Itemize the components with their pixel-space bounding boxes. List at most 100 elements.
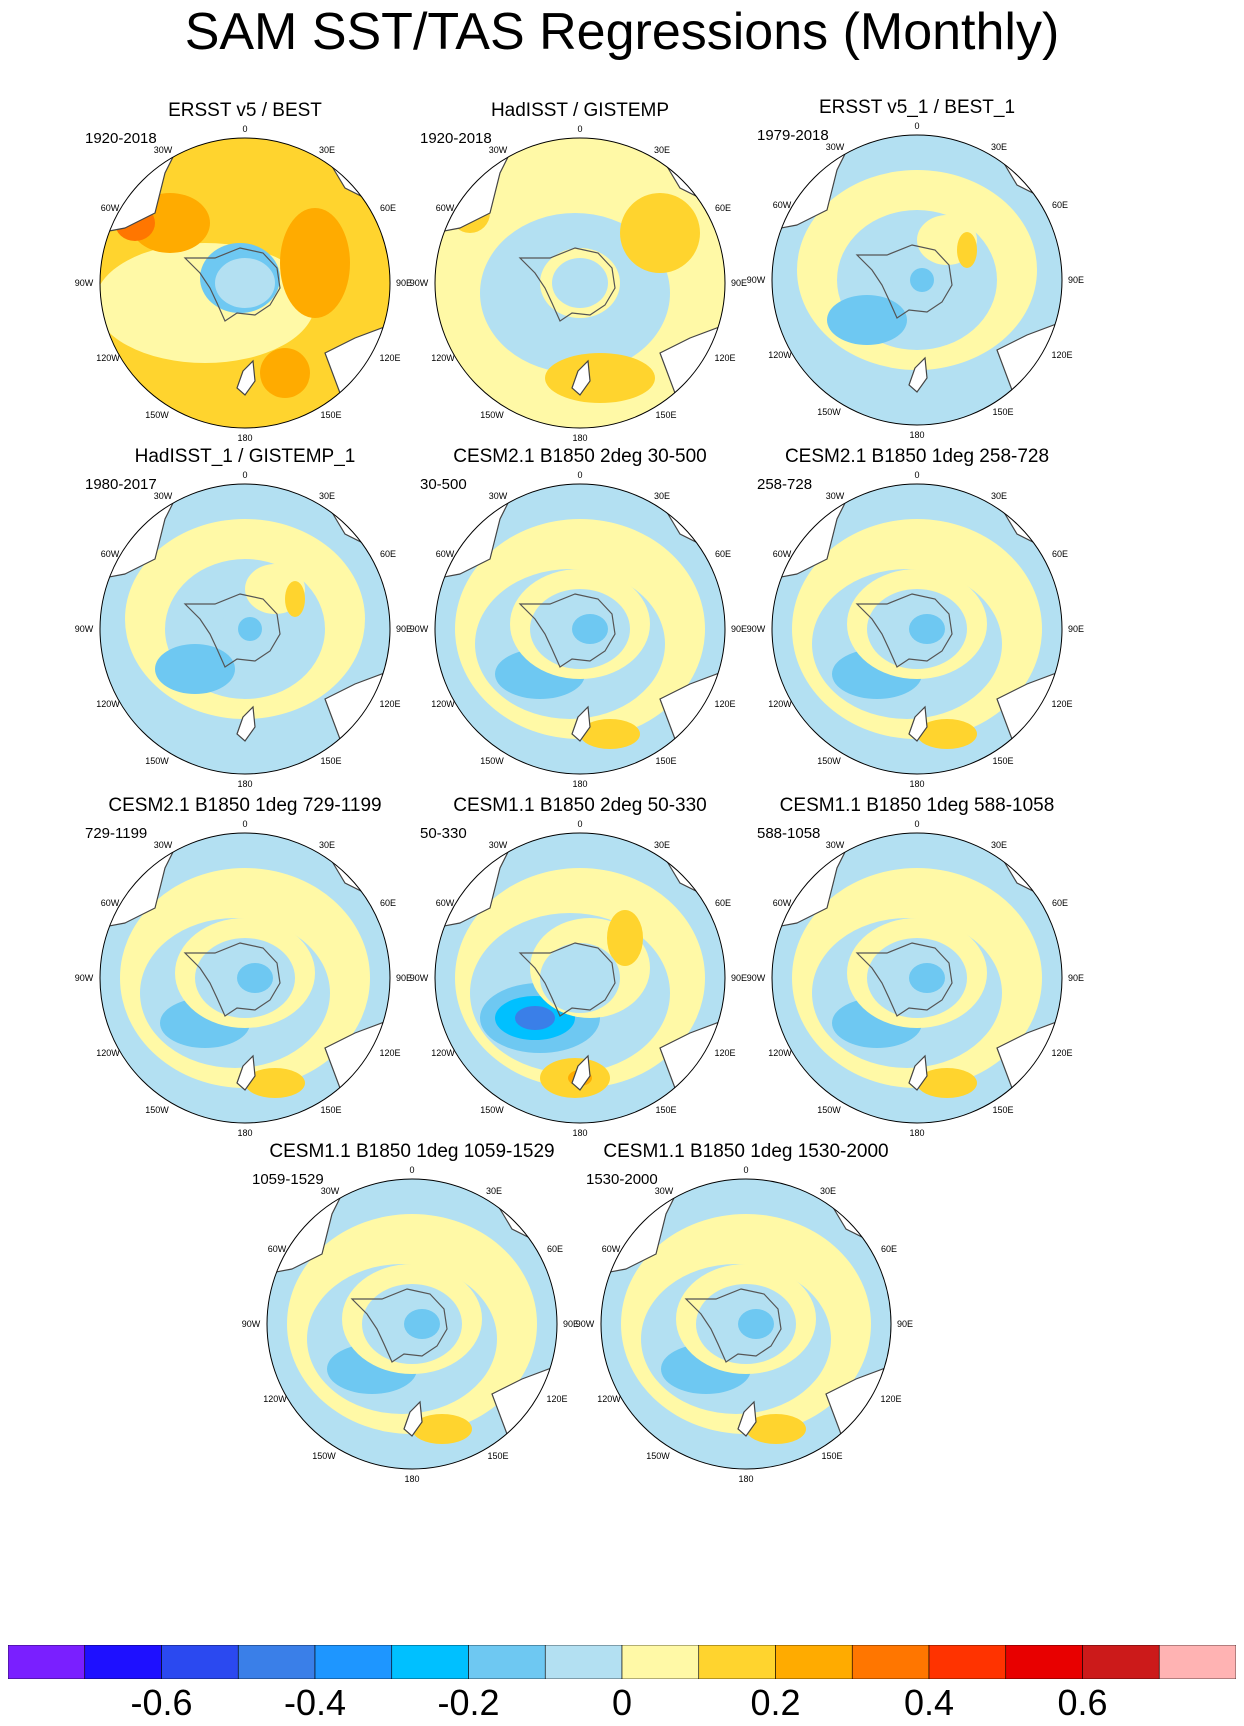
colorbar-swatch xyxy=(775,1645,853,1679)
colorbar-swatch xyxy=(161,1645,239,1679)
polar-map: 0 180 90W 90E 30W 30E 60W 60E 120W 120E 150W 150E xyxy=(747,121,1084,440)
longitude-label: 60E xyxy=(380,203,396,213)
longitude-label: 30W xyxy=(489,840,508,850)
longitude-label: 30E xyxy=(654,491,670,501)
longitude-label: 150W xyxy=(817,1105,841,1115)
longitude-label: 90W xyxy=(747,973,766,983)
longitude-label: 150W xyxy=(145,756,169,766)
longitude-label: 120E xyxy=(714,1048,735,1058)
longitude-label: 30W xyxy=(489,491,508,501)
map-panel: CESM1.1 B1850 2deg 50-330 50-330 0 180 90W 90… xyxy=(400,795,760,1165)
polar-map: 0 180 90W 90E 30W 30E 60W 60E 120W 120E 150W 150E xyxy=(75,819,412,1138)
longitude-label: 150W xyxy=(480,1105,504,1115)
longitude-label: 150E xyxy=(821,1451,842,1461)
longitude-label: 0 xyxy=(577,470,582,480)
antarctica-outline xyxy=(183,942,281,1017)
longitude-label: 60E xyxy=(380,898,396,908)
map-boundary xyxy=(434,137,726,429)
longitude-label: 180 xyxy=(572,1128,587,1138)
longitude-label: 180 xyxy=(404,1474,419,1484)
colorbar-tick-label: 0.4 xyxy=(903,1682,955,1723)
longitude-label: 30E xyxy=(654,145,670,155)
colorbar-swatch xyxy=(851,1645,930,1679)
polar-map: 0 180 90W 90E 30W 30E 60W 60E 120W 120E 150W 150E xyxy=(410,470,747,789)
longitude-label: 150E xyxy=(655,756,676,766)
new-zealand-coast xyxy=(737,1400,757,1437)
longitude-label: 90E xyxy=(396,278,412,288)
map-boundary xyxy=(771,483,1063,775)
longitude-label: 150E xyxy=(992,407,1013,417)
polar-map: 0 180 90W 90E 30W 30E 60W 60E 120W 120E 150W 150E xyxy=(747,819,1084,1138)
shaded-region xyxy=(580,719,640,749)
longitude-label: 120E xyxy=(880,1394,901,1404)
longitude-label: 90W xyxy=(410,973,429,983)
longitude-label: 180 xyxy=(738,1474,753,1484)
colorbar-tick-label: 0.6 xyxy=(1057,1682,1108,1723)
colorbar-swatch xyxy=(468,1645,546,1679)
panel-title: CESM1.1 B1850 1deg 1530-2000 xyxy=(603,1141,889,1162)
shaded-region xyxy=(910,268,934,292)
longitude-label: 0 xyxy=(409,1165,414,1175)
new-zealand-coast xyxy=(571,705,591,742)
shaded-region xyxy=(238,617,262,641)
panel-title: CESM1.1 B1850 1deg 1059-1529 xyxy=(269,1141,555,1162)
longitude-label: 30W xyxy=(154,491,173,501)
polar-map: 0 180 90W 90E 30W 30E 60W 60E 120W 120E 150W 150E xyxy=(747,470,1084,789)
longitude-label: 120W xyxy=(96,699,120,709)
panel-title: CESM2.1 B1850 2deg 30-500 xyxy=(453,446,707,467)
panel-period: 1979-2018 xyxy=(757,127,829,144)
panel-period: 258-728 xyxy=(757,476,813,493)
panel-period: 50-330 xyxy=(420,825,467,842)
colorbar-swatch xyxy=(1082,1645,1160,1679)
figure-title: SAM SST/TAS Regressions (Monthly) xyxy=(184,3,1060,61)
shaded-region xyxy=(404,1309,440,1339)
map-boundary xyxy=(771,832,1063,1124)
longitude-label: 150E xyxy=(320,1105,341,1115)
antarctica-outline xyxy=(518,247,616,322)
longitude-label: 60W xyxy=(101,549,120,559)
longitude-label: 120E xyxy=(379,353,400,363)
longitude-label: 30W xyxy=(826,840,845,850)
longitude-label: 90E xyxy=(396,624,412,634)
map-panel: ERSST v5 / BEST 1920-2018 0 180 90W 90E 30W 30E… xyxy=(65,100,425,470)
longitude-label: 120E xyxy=(714,353,735,363)
antarctica-outline xyxy=(183,247,281,322)
shaded-region xyxy=(917,1068,977,1098)
panel-period: 1980-2017 xyxy=(85,476,157,493)
longitude-label: 90E xyxy=(1068,973,1084,983)
shaded-region xyxy=(515,1006,555,1030)
colorbar-swatch xyxy=(621,1645,700,1679)
longitude-label: 60W xyxy=(602,1244,621,1254)
shaded-region xyxy=(245,1068,305,1098)
longitude-label: 90W xyxy=(242,1319,261,1329)
longitude-label: 150E xyxy=(320,756,341,766)
colorbar-swatch xyxy=(1005,1645,1083,1679)
longitude-label: 60E xyxy=(881,1244,897,1254)
longitude-label: 150W xyxy=(145,410,169,420)
map-panel: CESM1.1 B1850 1deg 588-1058 588-1058 0 180 9… xyxy=(737,795,1097,1165)
colorbar-swatch xyxy=(928,1645,1007,1679)
colorbar-swatch xyxy=(1158,1645,1236,1679)
longitude-label: 0 xyxy=(242,470,247,480)
shaded-region xyxy=(917,719,977,749)
panel-title: CESM2.1 B1850 1deg 258-728 xyxy=(784,446,1050,467)
panel-title: HadISST / GISTEMP xyxy=(490,100,670,121)
longitude-label: 30E xyxy=(820,1186,836,1196)
longitude-label: 120W xyxy=(768,350,792,360)
longitude-label: 90E xyxy=(897,1319,913,1329)
panel-title: ERSST v5_1 / BEST_1 xyxy=(818,97,1016,118)
shaded-region xyxy=(607,910,643,966)
panel-period: 1920-2018 xyxy=(420,130,492,147)
shaded-region xyxy=(620,193,700,273)
map-boundary xyxy=(771,134,1063,426)
shaded-region xyxy=(545,353,655,403)
longitude-label: 0 xyxy=(242,819,247,829)
antarctica-outline xyxy=(518,593,616,668)
longitude-label: 90E xyxy=(1068,624,1084,634)
longitude-label: 120W xyxy=(597,1394,621,1404)
map-panel: CESM2.1 B1850 1deg 729-1199 729-1199 0 180 9… xyxy=(65,795,425,1165)
longitude-label: 90E xyxy=(396,973,412,983)
antarctica-outline xyxy=(518,942,616,1017)
colorbar-swatch xyxy=(84,1645,162,1679)
longitude-label: 150E xyxy=(655,1105,676,1115)
